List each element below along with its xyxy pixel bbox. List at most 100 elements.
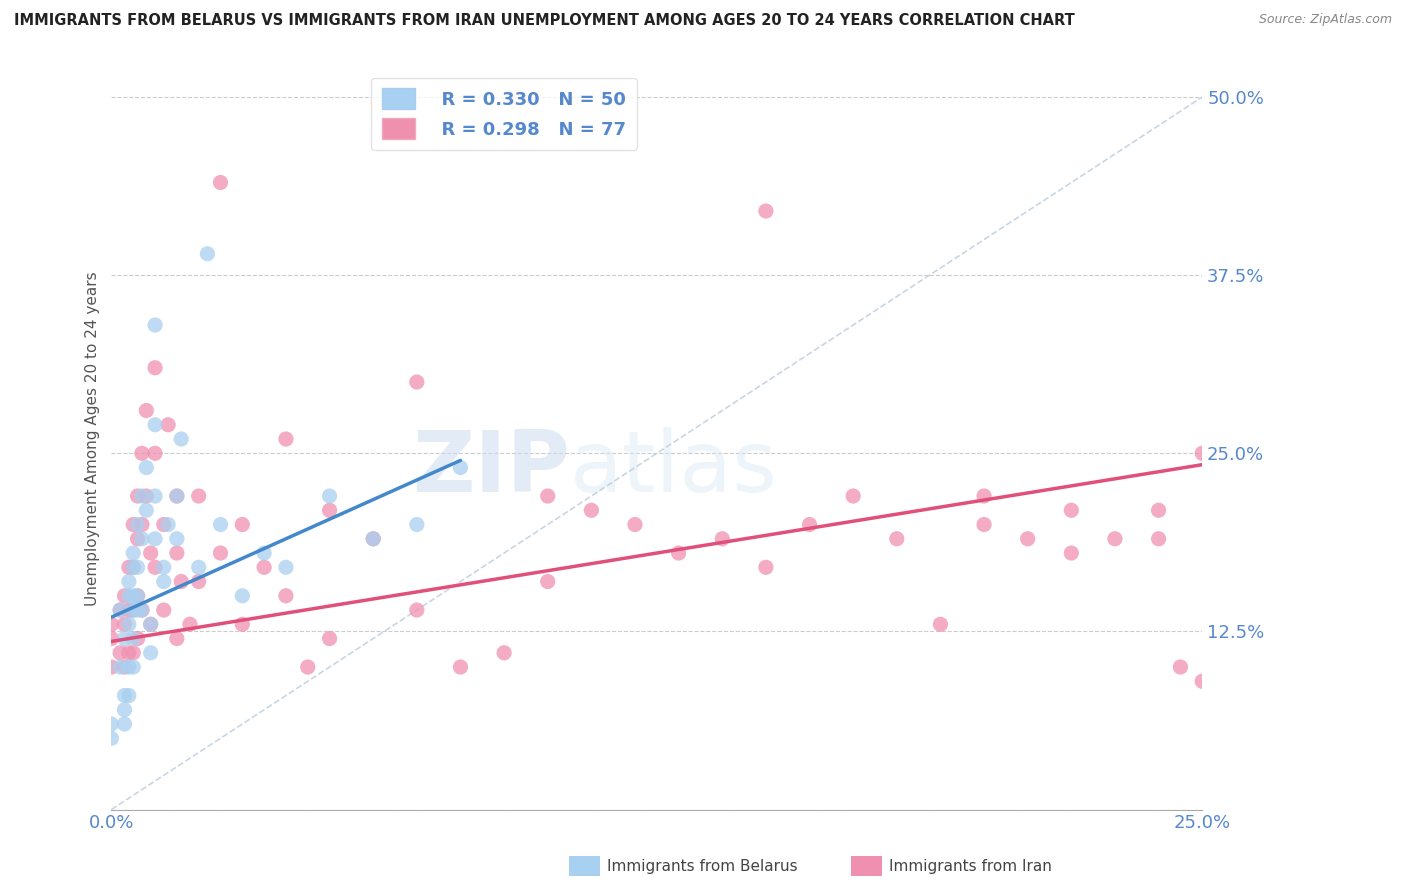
Point xyxy=(1191,446,1213,460)
Point xyxy=(209,517,232,532)
Point xyxy=(131,603,153,617)
Text: atlas: atlas xyxy=(569,427,778,510)
Point xyxy=(166,546,188,560)
Point xyxy=(755,560,778,574)
Point xyxy=(253,546,276,560)
Point xyxy=(318,489,340,503)
Point xyxy=(114,689,136,703)
Point xyxy=(135,460,157,475)
Point xyxy=(1170,660,1192,674)
Point xyxy=(450,460,472,475)
Point xyxy=(114,632,136,646)
Point xyxy=(122,603,145,617)
Point xyxy=(842,489,865,503)
Point xyxy=(152,603,174,617)
Point xyxy=(231,517,253,532)
Point xyxy=(127,589,149,603)
Point xyxy=(170,432,193,446)
Point xyxy=(231,589,253,603)
Y-axis label: Unemployment Among Ages 20 to 24 years: Unemployment Among Ages 20 to 24 years xyxy=(86,272,100,607)
Point xyxy=(799,517,821,532)
Point xyxy=(1104,532,1126,546)
Point xyxy=(405,375,427,389)
Point xyxy=(100,660,122,674)
Point xyxy=(127,517,149,532)
Point xyxy=(114,703,136,717)
Point xyxy=(139,617,162,632)
Text: Source: ZipAtlas.com: Source: ZipAtlas.com xyxy=(1258,13,1392,27)
Point xyxy=(297,660,319,674)
Point xyxy=(973,517,995,532)
Point xyxy=(711,532,734,546)
Point xyxy=(143,318,166,332)
Point xyxy=(152,517,174,532)
Point xyxy=(274,432,297,446)
Text: Immigrants from Iran: Immigrants from Iran xyxy=(889,859,1052,873)
Point xyxy=(1017,532,1039,546)
Text: Immigrants from Belarus: Immigrants from Belarus xyxy=(607,859,799,873)
Point xyxy=(118,689,141,703)
Point xyxy=(135,503,157,517)
Point xyxy=(166,532,188,546)
Point xyxy=(450,660,472,674)
Point xyxy=(100,632,122,646)
Point xyxy=(122,646,145,660)
Point xyxy=(131,603,153,617)
Point xyxy=(253,560,276,574)
Point xyxy=(122,560,145,574)
Point xyxy=(405,517,427,532)
Point xyxy=(231,617,253,632)
Point xyxy=(166,489,188,503)
Point xyxy=(122,660,145,674)
Point xyxy=(209,546,232,560)
Point xyxy=(179,617,201,632)
Point xyxy=(1191,674,1213,689)
Point xyxy=(537,574,560,589)
Point xyxy=(318,503,340,517)
Text: IMMIGRANTS FROM BELARUS VS IMMIGRANTS FROM IRAN UNEMPLOYMENT AMONG AGES 20 TO 24: IMMIGRANTS FROM BELARUS VS IMMIGRANTS FR… xyxy=(14,13,1074,29)
Point xyxy=(187,560,209,574)
Point xyxy=(166,489,188,503)
Point xyxy=(135,403,157,417)
Point xyxy=(122,603,145,617)
Point xyxy=(1147,532,1170,546)
Point xyxy=(108,646,131,660)
Point xyxy=(118,617,141,632)
Point xyxy=(139,546,162,560)
Point xyxy=(152,574,174,589)
Point xyxy=(157,517,180,532)
Point xyxy=(118,560,141,574)
Point xyxy=(127,489,149,503)
Point xyxy=(127,603,149,617)
Point xyxy=(131,489,153,503)
Point xyxy=(100,731,122,746)
Point xyxy=(135,489,157,503)
Point xyxy=(108,660,131,674)
Point xyxy=(114,660,136,674)
Point xyxy=(131,446,153,460)
Point xyxy=(624,517,647,532)
Point xyxy=(537,489,560,503)
Point xyxy=(131,532,153,546)
Point xyxy=(274,560,297,574)
Point xyxy=(122,632,145,646)
Point xyxy=(361,532,384,546)
Point xyxy=(122,517,145,532)
Point xyxy=(118,660,141,674)
Point xyxy=(1060,503,1083,517)
Point xyxy=(1147,503,1170,517)
Point xyxy=(668,546,690,560)
Point xyxy=(170,574,193,589)
Point xyxy=(405,603,427,617)
Point xyxy=(886,532,908,546)
Point xyxy=(274,589,297,603)
Point xyxy=(139,646,162,660)
Point xyxy=(127,589,149,603)
Point xyxy=(127,532,149,546)
Point xyxy=(114,589,136,603)
Point xyxy=(152,560,174,574)
Point xyxy=(318,632,340,646)
Point xyxy=(122,560,145,574)
Point xyxy=(143,560,166,574)
Point xyxy=(127,560,149,574)
